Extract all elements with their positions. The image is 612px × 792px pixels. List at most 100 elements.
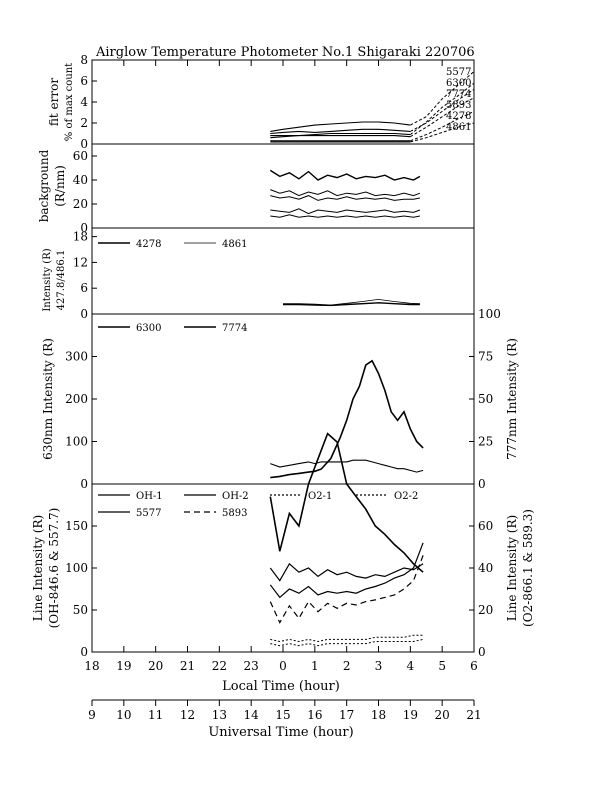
y-tick-label: 8 [80,53,88,67]
y-tick-label: 0 [80,645,88,659]
legend-label: 4278 [136,239,161,250]
fit-error-tail [410,71,475,126]
line-oh-1 [269,562,424,582]
intensity-series [283,298,420,307]
y-tick-label: 100 [65,561,88,575]
ut-tick-label: 19 [403,708,418,722]
y-tick-label: 6 [80,281,88,295]
oxygen-ylabel-left: 630nm Intensity (R) [41,338,55,460]
panel-background-frame [91,143,475,229]
local-tick-label: 20 [148,659,163,673]
line-5577 [269,432,424,573]
ut-tick-label: 9 [88,708,96,722]
local-tick-label: 18 [84,659,99,673]
background-line [270,189,421,197]
fit-error-annotation: 6300 [446,78,471,89]
y-tick-label-right: 25 [478,435,493,449]
fit-error-tail [410,97,475,138]
y-tick-label-right: 50 [478,392,493,406]
line-ylabel-right-2: (O2-866.1 & 589.3) [521,509,535,627]
background-line [270,195,420,201]
local-time-label: Local Time (hour) [222,679,340,694]
line-intensity-series [269,432,424,647]
ut-tick-label: 14 [244,708,260,722]
legend-label: 5893 [222,508,247,519]
ut-tick-label: 18 [371,708,386,722]
fit-error-tail [410,110,475,142]
fit-error-annotation: 4278 [446,111,471,122]
ut-tick-label: 11 [148,708,163,722]
y-tick-label: 2 [80,116,88,130]
local-tick-label: 4 [407,659,415,673]
fit-error-tail [410,122,475,143]
y-tick-label-right: 75 [478,350,493,364]
ut-tick-label: 10 [116,708,131,722]
line-ylabel-right-1: Line Intensity (R) [505,515,519,621]
intensity-legend: 4278 4861 [98,239,247,250]
local-tick-label: 19 [116,659,131,673]
y-tick-label: 40 [73,173,88,187]
local-tick-label: 23 [244,659,259,673]
y-tick-label: 300 [65,350,88,364]
ut-label: Universal Time (hour) [208,725,353,740]
y-tick-label: 0 [80,477,88,491]
y-tick-label-right: 100 [478,307,501,321]
line-o2-2 [270,638,424,647]
background-ylabel-1: background [37,149,51,222]
ut-tick-label: 20 [435,708,450,722]
legend-label: 7774 [222,323,247,334]
y-tick-label: 200 [65,392,88,406]
local-tick-label: 2 [343,659,351,673]
fit-error-ylabel-1: fit error [47,78,61,126]
tick-marks: 18 19 20 21 22 23 0 1 2 3 4 5 69 10 11 12 13 14 15 16 17 18 19… [65,53,501,722]
ut-tick-label: 12 [180,708,195,722]
local-tick-label: 3 [375,659,383,673]
fit-error-tail [409,82,475,135]
fit-error-ylabel-2: % of max count [64,63,75,141]
ut-tick-label: 13 [212,708,227,722]
local-tick-label: 6 [470,659,478,673]
y-tick-label-right: 60 [478,519,493,533]
legend-label: 4861 [222,239,247,250]
fit-error-annotation: 5893 [446,100,471,111]
y-tick-label-right: 0 [478,645,486,659]
y-tick-label-right: 40 [478,561,493,575]
background-line [270,208,421,215]
line-ylabel-left-2: (OH-846.6 & 557.7) [47,508,61,629]
oxygen-ylabel-right: 777nm Intensity (R) [505,338,519,460]
y-tick-label: 6 [80,74,88,88]
line-6300 [270,359,424,479]
legend-label: 5577 [136,508,161,519]
legend-label: 6300 [136,323,161,334]
line-7774 [270,459,424,473]
panel-fit-error-frame [91,59,475,145]
legend-label: OH-2 [222,491,249,502]
panel-630-777-frame [91,313,475,485]
y-tick-label: 20 [73,197,88,211]
local-tick-label: 0 [279,659,287,673]
fit-error-tail [410,88,475,132]
line-5893 [269,555,424,624]
y-tick-label: 12 [73,255,88,269]
y-tick-label-right: 0 [478,477,486,491]
line-o2-1 [270,634,424,643]
legend-label: O2-1 [308,491,332,502]
y-tick-label: 60 [73,149,88,163]
ut-tick-label: 17 [339,708,354,722]
fit-error-annotation: 7774 [446,89,471,100]
fit-error-annotation: 5577 [446,67,471,78]
y-tick-label: 0 [80,221,88,235]
background-line [269,169,421,181]
background-series [269,169,421,218]
fit-error-series [270,71,475,143]
y-tick-label: 50 [73,603,88,617]
fit-error-line [270,121,411,132]
figure-title: Airglow Temperature Photometer No.1 Shig… [95,45,475,60]
local-tick-label: 21 [180,659,195,673]
legend-label: OH-1 [136,491,163,502]
oxygen-legend: 6300 7774 [98,323,247,334]
local-tick-label: 1 [311,659,319,673]
fit-error-line [270,135,411,138]
intensity-line [283,302,420,307]
background-line [270,214,420,218]
